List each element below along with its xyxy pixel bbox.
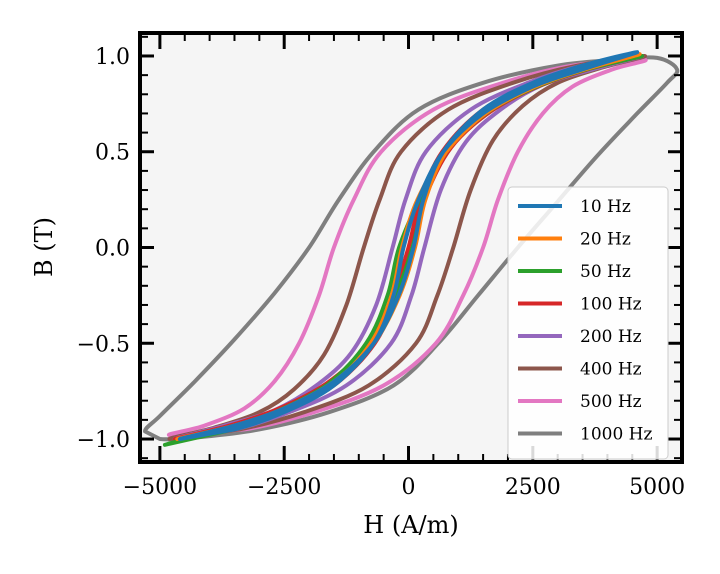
- y-tick-label: 0.5: [95, 141, 130, 166]
- plot-frame: [138, 31, 684, 464]
- y-tick-label: −0.5: [77, 332, 130, 357]
- x-axis-title: H (A/m): [363, 511, 458, 539]
- x-tick-label: 2500: [505, 475, 561, 500]
- y-axis-title: B (T): [30, 217, 58, 277]
- legend-label-1000-hz: 1000 Hz: [580, 425, 652, 445]
- legend-box: [507, 186, 669, 460]
- legend-label-500-hz: 500 Hz: [580, 392, 642, 412]
- tick-labels-layer: −5000 −2500 0 2500 5000 −1.0 −0.5 0.0 0.5 1.0: [77, 45, 686, 500]
- x-tick-label: −5000: [123, 475, 197, 500]
- x-tick-label: 5000: [629, 475, 685, 500]
- y-tick-label: −1.0: [77, 428, 130, 453]
- curves-layer: [143, 50, 680, 447]
- series-line-10-hz: [177, 50, 640, 441]
- legend-label-20-hz: 20 Hz: [580, 230, 631, 250]
- legend: 10 Hz 20 Hz 50 Hz 100 Hz 200 Hz 400 Hz 500 Hz 1…: [507, 186, 669, 460]
- legend-label-200-hz: 200 Hz: [580, 327, 642, 347]
- y-tick-label: 1.0: [95, 45, 130, 70]
- legend-label-50-hz: 50 Hz: [580, 262, 631, 282]
- legend-label-10-hz: 10 Hz: [580, 197, 631, 217]
- legend-label-100-hz: 100 Hz: [580, 295, 642, 315]
- y-tick-label: 0.0: [95, 237, 130, 262]
- x-tick-label: 0: [402, 475, 416, 500]
- x-tick-label: −2500: [247, 475, 321, 500]
- legend-label-400-hz: 400 Hz: [580, 360, 642, 380]
- series-line-1000-hz: [143, 55, 680, 442]
